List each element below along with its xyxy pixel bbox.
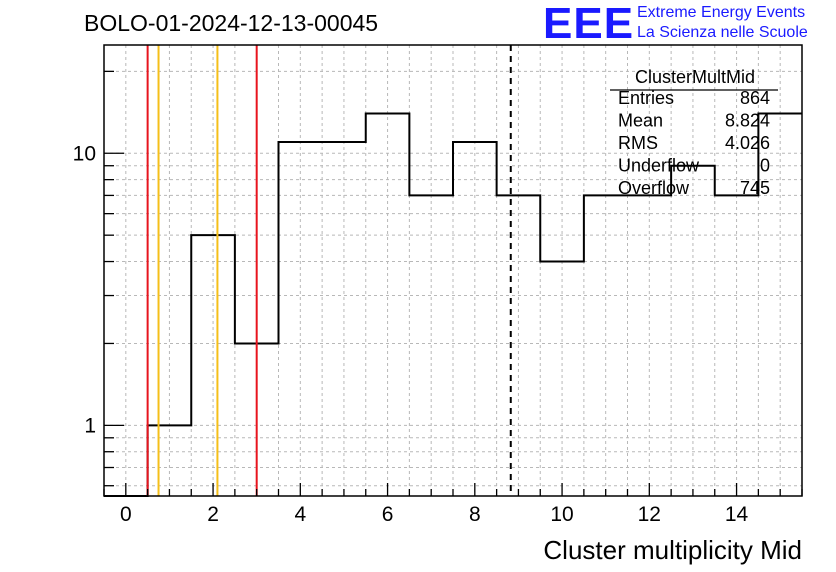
x-tick-label: 0	[120, 503, 132, 526]
stats-value-overflow: 745	[740, 178, 770, 198]
x-tick-label: 14	[725, 503, 749, 526]
stats-value-mean: 8.824	[725, 111, 770, 131]
vertical-markers	[146, 45, 512, 496]
eee-logo: EEE Extreme Energy Events La Scienza nel…	[543, 2, 833, 46]
y-tick-label: 1	[84, 414, 96, 437]
axes: 0 2 4 6 8 10 12 14 1 10	[73, 70, 803, 526]
logo-mark: EEE	[543, 0, 635, 48]
stats-label-mean: Mean	[618, 111, 663, 131]
stats-name: ClusterMultMid	[635, 67, 755, 87]
x-tick-label: 4	[294, 503, 306, 526]
stats-value-underflow: 0	[760, 156, 770, 176]
stats-label-overflow: Overflow	[618, 178, 690, 198]
stats-label-entries: Entries	[618, 88, 674, 108]
grid	[103, 45, 803, 496]
stats-label-underflow: Underflow	[618, 156, 700, 176]
stats-box: ClusterMultMid Entries 864 Mean 8.824 RMS 4.0…	[610, 67, 778, 198]
stats-value-rms: 4.026	[725, 133, 770, 153]
x-tick-label: 8	[469, 503, 481, 526]
x-tick-label: 10	[550, 503, 573, 526]
stats-value-entries: 864	[740, 88, 770, 108]
histogram-outline	[104, 112, 802, 497]
x-tick-label: 2	[207, 503, 219, 526]
x-tick-label: 12	[638, 503, 661, 526]
logo-line-2: La Scienza nelle Scuole	[637, 24, 808, 41]
histogram-title: BOLO-01-2024-12-13-00045	[84, 10, 379, 36]
histogram-series	[104, 112, 802, 497]
logo-line-1: Extreme Energy Events	[637, 4, 806, 21]
stats-label-rms: RMS	[618, 133, 658, 153]
x-axis-label: Cluster multiplicity Mid	[543, 535, 802, 565]
y-tick-label: 10	[73, 142, 96, 165]
x-tick-label: 6	[382, 503, 394, 526]
